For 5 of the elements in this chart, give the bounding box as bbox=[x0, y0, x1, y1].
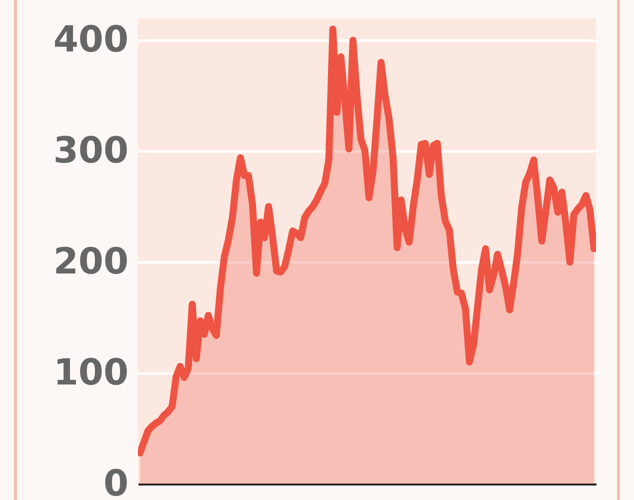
y-tick-label: 200 bbox=[53, 242, 128, 283]
y-tick-label: 0 bbox=[103, 464, 128, 500]
y-tick-label: 300 bbox=[53, 130, 128, 172]
y-tick-label: 100 bbox=[53, 352, 128, 394]
y-tick-label: 400 bbox=[53, 20, 128, 61]
